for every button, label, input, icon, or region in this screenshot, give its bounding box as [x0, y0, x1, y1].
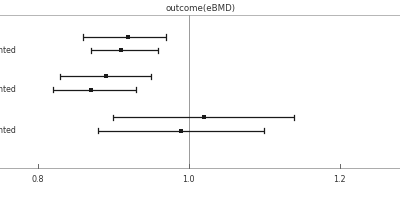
Text: outcome(eBMD): outcome(eBMD) [165, 4, 235, 13]
Text: 1.0: 1.0 [182, 175, 195, 184]
Text: Inverse variance weighted: Inverse variance weighted [0, 46, 16, 55]
Text: 1.2: 1.2 [333, 175, 346, 184]
Text: Inverse variance weighted: Inverse variance weighted [0, 126, 16, 135]
Text: Inverse variance weighted: Inverse variance weighted [0, 85, 16, 94]
Text: 0.8: 0.8 [32, 175, 44, 184]
